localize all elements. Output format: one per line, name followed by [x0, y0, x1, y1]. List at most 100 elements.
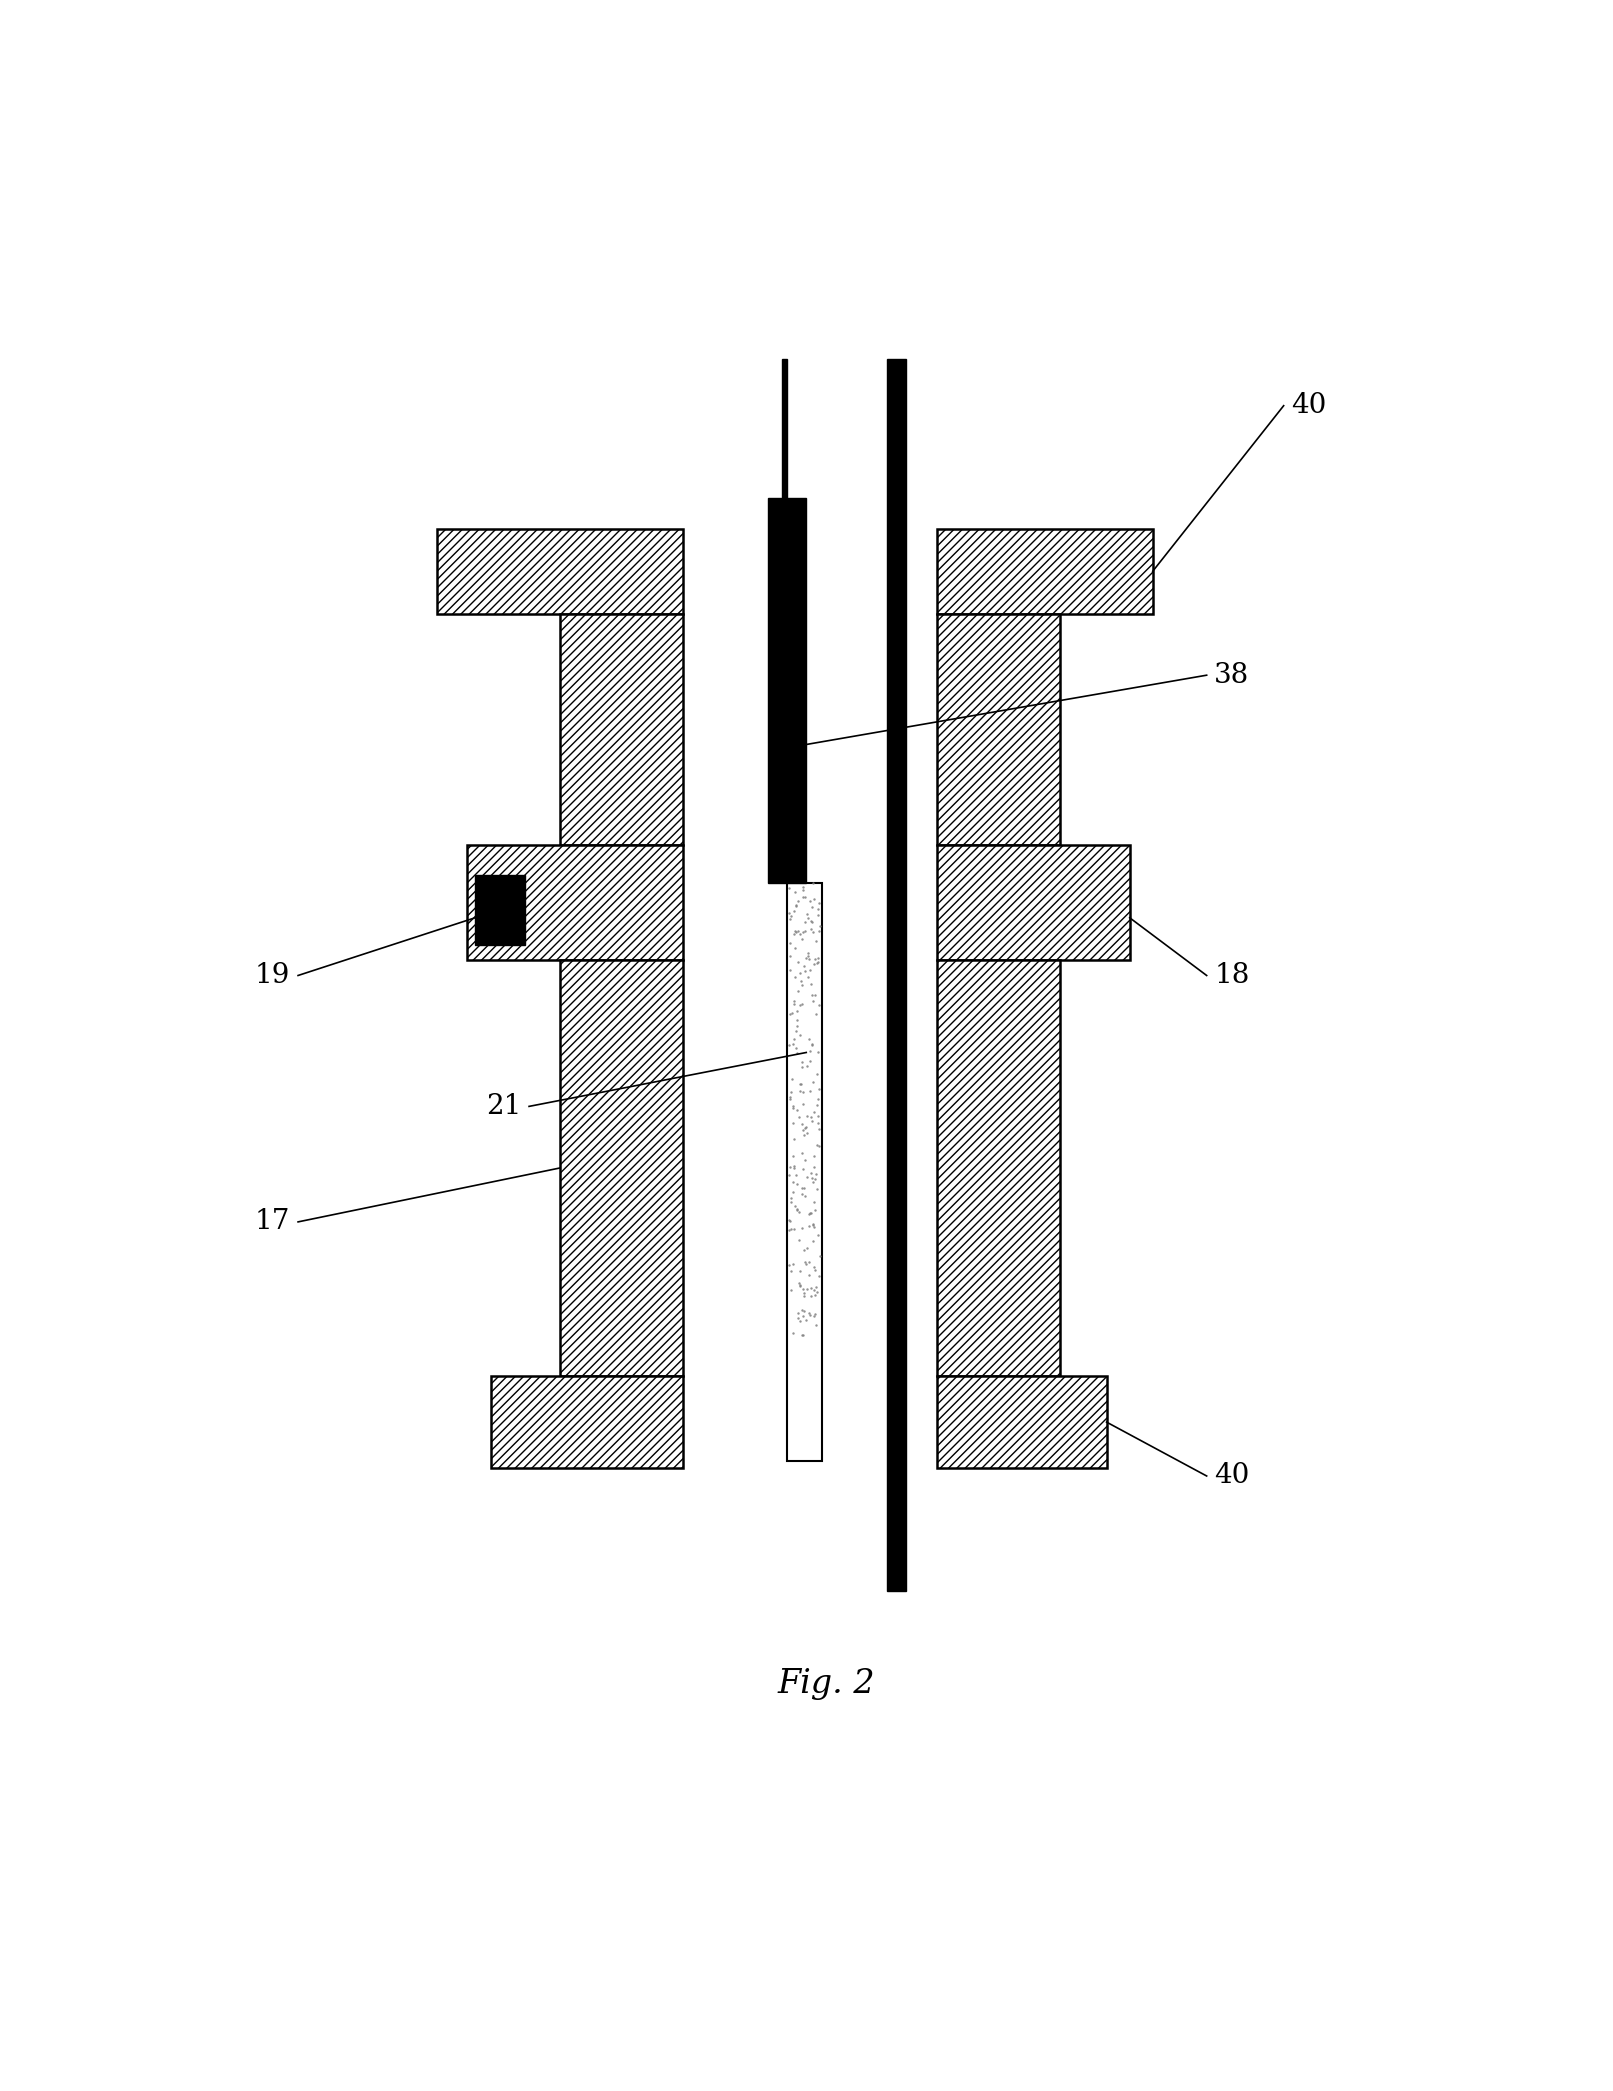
- Point: [802, 1278, 827, 1311]
- Point: [790, 1171, 816, 1204]
- Point: [781, 1150, 806, 1184]
- Point: [784, 1010, 810, 1043]
- Point: [782, 930, 808, 964]
- Point: [802, 1163, 827, 1196]
- Point: [792, 953, 818, 987]
- Text: 19: 19: [255, 962, 290, 989]
- Point: [787, 964, 813, 997]
- Bar: [490, 1376, 682, 1468]
- Text: 40: 40: [1215, 1462, 1250, 1489]
- Point: [797, 953, 823, 987]
- Point: [790, 1299, 816, 1332]
- Point: [787, 1018, 813, 1052]
- Point: [790, 1273, 816, 1307]
- Point: [781, 1092, 806, 1125]
- Point: [798, 905, 824, 939]
- Point: [790, 987, 816, 1020]
- Point: [802, 1140, 827, 1173]
- Point: [798, 1029, 824, 1062]
- Point: [802, 1192, 827, 1225]
- Point: [805, 893, 831, 926]
- Point: [800, 916, 826, 949]
- Point: [806, 1112, 832, 1146]
- Point: [777, 1255, 803, 1288]
- Point: [781, 1022, 806, 1056]
- Point: [794, 1161, 819, 1194]
- Point: [800, 985, 826, 1018]
- Point: [805, 1100, 831, 1133]
- Point: [790, 916, 816, 949]
- Point: [802, 943, 827, 976]
- Point: [792, 1246, 818, 1280]
- Point: [784, 1037, 810, 1071]
- Point: [784, 884, 810, 918]
- Point: [805, 945, 831, 979]
- Point: [787, 987, 813, 1020]
- Point: [777, 953, 803, 987]
- Point: [806, 1240, 832, 1273]
- Point: [792, 880, 818, 914]
- Point: [795, 939, 821, 972]
- Point: [784, 1167, 810, 1200]
- Point: [795, 1209, 821, 1242]
- Point: [786, 974, 811, 1008]
- Point: [805, 899, 831, 933]
- Point: [798, 1271, 824, 1305]
- Point: [803, 1307, 829, 1340]
- Point: [797, 1022, 823, 1056]
- Bar: [768, 498, 806, 882]
- Point: [803, 924, 829, 958]
- Point: [781, 1175, 806, 1209]
- Point: [792, 1112, 818, 1146]
- Point: [797, 1043, 823, 1077]
- Point: [782, 1152, 808, 1186]
- Point: [800, 868, 826, 901]
- Point: [805, 1035, 831, 1069]
- Point: [776, 1202, 802, 1236]
- Point: [776, 1029, 802, 1062]
- Point: [781, 1089, 806, 1123]
- Point: [802, 1296, 827, 1330]
- Point: [805, 1219, 831, 1253]
- Point: [789, 1108, 815, 1142]
- Point: [782, 914, 808, 947]
- Point: [798, 912, 824, 945]
- Point: [806, 1073, 832, 1106]
- Point: [797, 1299, 823, 1332]
- Point: [792, 1144, 818, 1177]
- Point: [789, 1138, 815, 1171]
- Point: [800, 1209, 826, 1242]
- Text: 21: 21: [486, 1094, 521, 1121]
- Point: [800, 1209, 826, 1242]
- Point: [794, 897, 819, 930]
- Point: [790, 874, 816, 907]
- Point: [797, 1035, 823, 1069]
- Point: [792, 1234, 818, 1267]
- Point: [777, 1204, 803, 1238]
- Bar: [437, 529, 682, 613]
- Point: [805, 1129, 831, 1163]
- Point: [806, 1259, 832, 1292]
- Bar: [937, 613, 1060, 845]
- Point: [797, 1075, 823, 1108]
- Point: [790, 880, 816, 914]
- Point: [786, 1196, 811, 1230]
- Point: [792, 1110, 818, 1144]
- Point: [790, 1087, 816, 1121]
- Point: [802, 1211, 827, 1244]
- Point: [777, 1273, 803, 1307]
- Point: [795, 960, 821, 993]
- Point: [789, 922, 815, 956]
- Point: [777, 939, 803, 972]
- Point: [776, 997, 802, 1031]
- Point: [784, 995, 810, 1029]
- Point: [792, 1119, 818, 1152]
- Point: [798, 891, 824, 924]
- Point: [777, 1213, 803, 1246]
- Point: [797, 884, 823, 918]
- Point: [792, 949, 818, 983]
- Point: [777, 899, 803, 933]
- Point: [786, 1301, 811, 1334]
- Point: [794, 941, 819, 974]
- Bar: [560, 613, 682, 845]
